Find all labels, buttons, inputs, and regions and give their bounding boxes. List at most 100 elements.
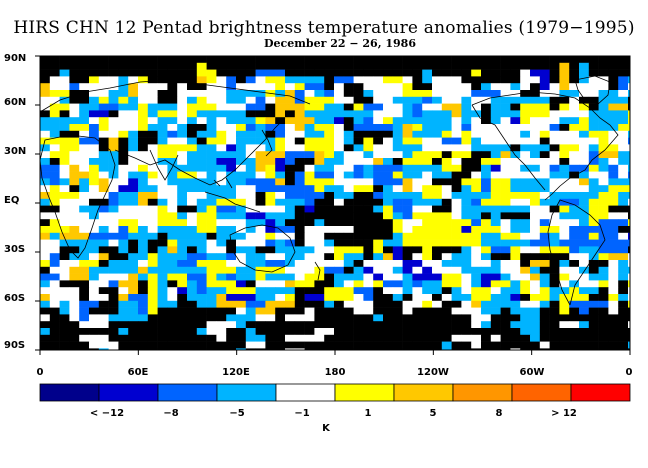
- anomaly-cell: [275, 158, 286, 166]
- anomaly-cell: [441, 62, 452, 70]
- anomaly-cell: [265, 294, 276, 302]
- anomaly-cell: [490, 103, 501, 111]
- anomaly-cell: [89, 110, 100, 118]
- anomaly-cell: [343, 266, 354, 274]
- anomaly-cell: [402, 232, 413, 240]
- anomaly-cell: [608, 103, 619, 111]
- anomaly-cell: [69, 62, 80, 70]
- anomaly-cell: [608, 341, 619, 349]
- anomaly-cell: [383, 212, 394, 220]
- anomaly-cell: [265, 287, 276, 295]
- anomaly-cell: [255, 280, 266, 288]
- anomaly-cell: [559, 185, 570, 193]
- anomaly-cell: [49, 117, 60, 125]
- anomaly-cell: [167, 321, 178, 329]
- anomaly-cell: [118, 294, 129, 302]
- anomaly-cell: [314, 56, 325, 64]
- anomaly-cell: [559, 294, 570, 302]
- anomaly-cell: [245, 287, 256, 295]
- anomaly-cell: [79, 334, 90, 342]
- anomaly-cell: [314, 300, 325, 308]
- anomaly-cell: [422, 348, 433, 351]
- anomaly-cell: [343, 56, 354, 64]
- anomaly-cell: [500, 219, 511, 227]
- anomaly-cell: [167, 300, 178, 308]
- anomaly-cell: [314, 260, 325, 268]
- anomaly-cell: [432, 239, 443, 247]
- anomaly-cell: [108, 314, 119, 322]
- anomaly-cell: [579, 348, 590, 351]
- anomaly-cell: [461, 83, 472, 91]
- anomaly-cell: [255, 62, 266, 70]
- anomaly-cell: [187, 239, 198, 247]
- anomaly-cell: [79, 76, 90, 84]
- anomaly-cell: [402, 212, 413, 220]
- anomaly-cell: [441, 130, 452, 138]
- anomaly-cell: [588, 110, 599, 118]
- anomaly-cell: [138, 314, 149, 322]
- anomaly-cell: [451, 110, 462, 118]
- anomaly-cell: [314, 144, 325, 152]
- anomaly-cell: [343, 294, 354, 302]
- anomaly-cell: [608, 232, 619, 240]
- anomaly-cell: [618, 239, 629, 247]
- anomaly-cell: [451, 178, 462, 186]
- anomaly-cell: [187, 69, 198, 77]
- anomaly-cell: [177, 117, 188, 125]
- anomaly-cell: [40, 178, 51, 186]
- anomaly-cell: [314, 124, 325, 132]
- anomaly-cell: [539, 192, 550, 200]
- anomaly-cell: [559, 90, 570, 98]
- anomaly-cell: [157, 212, 168, 220]
- anomaly-cell: [451, 83, 462, 91]
- anomaly-cell: [481, 69, 492, 77]
- anomaly-cell: [343, 151, 354, 159]
- anomaly-cell: [608, 76, 619, 84]
- anomaly-cell: [451, 314, 462, 322]
- anomaly-cell: [226, 137, 237, 145]
- anomaly-cell: [392, 90, 403, 98]
- anomaly-cell: [138, 334, 149, 342]
- anomaly-cell: [392, 83, 403, 91]
- anomaly-cell: [481, 219, 492, 227]
- anomaly-cell: [285, 260, 296, 268]
- anomaly-cell: [353, 198, 364, 206]
- anomaly-cell: [579, 192, 590, 200]
- anomaly-cell: [432, 137, 443, 145]
- anomaly-cell: [108, 56, 119, 64]
- anomaly-cell: [128, 62, 139, 70]
- anomaly-cell: [530, 246, 541, 254]
- anomaly-cell: [520, 246, 531, 254]
- anomaly-cell: [314, 130, 325, 138]
- anomaly-cell: [530, 198, 541, 206]
- anomaly-cell: [324, 294, 335, 302]
- anomaly-cell: [373, 314, 384, 322]
- anomaly-cell: [108, 178, 119, 186]
- anomaly-cell: [628, 117, 631, 125]
- anomaly-cell: [618, 96, 629, 104]
- anomaly-cell: [461, 103, 472, 111]
- anomaly-cell: [579, 96, 590, 104]
- anomaly-cell: [373, 69, 384, 77]
- anomaly-cell: [373, 130, 384, 138]
- anomaly-cell: [588, 171, 599, 179]
- anomaly-cell: [373, 117, 384, 125]
- anomaly-cell: [294, 164, 305, 172]
- anomaly-cell: [481, 300, 492, 308]
- anomaly-cell: [383, 185, 394, 193]
- anomaly-cell: [265, 260, 276, 268]
- anomaly-cell: [549, 62, 560, 70]
- anomaly-cell: [69, 280, 80, 288]
- anomaly-cell: [353, 137, 364, 145]
- anomaly-cell: [49, 69, 60, 77]
- anomaly-cell: [294, 273, 305, 281]
- anomaly-cell: [618, 287, 629, 295]
- anomaly-cell: [500, 192, 511, 200]
- anomaly-cell: [216, 307, 227, 315]
- anomaly-cell: [236, 185, 247, 193]
- anomaly-cell: [157, 300, 168, 308]
- anomaly-cell: [138, 307, 149, 315]
- anomaly-cell: [157, 328, 168, 336]
- anomaly-cell: [588, 144, 599, 152]
- anomaly-cell: [118, 137, 129, 145]
